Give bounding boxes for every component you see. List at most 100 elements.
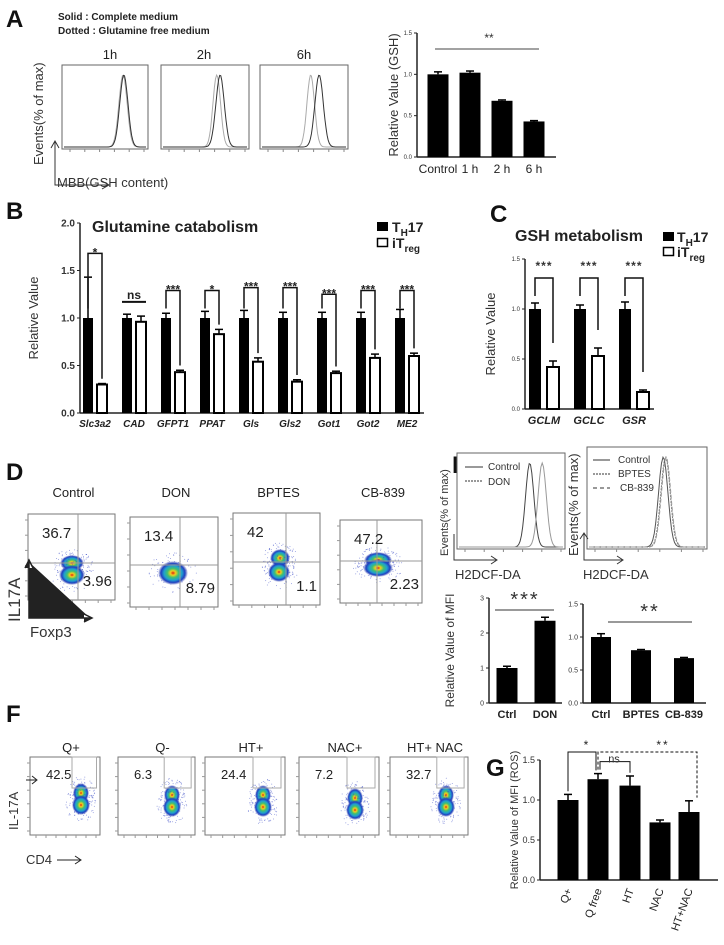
event-dot [85, 554, 87, 556]
event-dot [89, 780, 91, 782]
event-dot [358, 797, 360, 799]
event-dot [349, 786, 351, 788]
event-dot [177, 587, 179, 589]
event-dot [368, 548, 370, 550]
event-dot [85, 558, 87, 560]
event-dot [365, 812, 367, 814]
event-dot [92, 570, 94, 572]
event-dot [449, 783, 451, 785]
event-dot [355, 784, 357, 786]
event-dot [348, 799, 350, 801]
bar-gls-th17 [239, 318, 249, 413]
event-dot [59, 563, 61, 565]
event-dot [69, 813, 71, 815]
x-tick-label: 6 h [526, 162, 543, 176]
bar-cad-itreg [135, 320, 147, 414]
legend-swatch-itreg [376, 237, 389, 248]
event-dot [345, 814, 347, 816]
event-dot [388, 574, 390, 576]
event-dot [364, 575, 366, 577]
event-dot [358, 821, 360, 823]
event-dot [169, 817, 171, 819]
event-dot [94, 792, 96, 794]
event-dot [456, 789, 458, 791]
y-tick-label: 0.0 [404, 155, 413, 161]
event-dot [92, 809, 94, 811]
event-dot [444, 795, 446, 797]
event-dot [182, 803, 184, 805]
d-flow-plots: Control 36.7 3.96 DON 13.4 8.79 BPTES 42 1.1 CB-8… [24, 485, 423, 623]
bar-me2-itreg [408, 355, 420, 414]
event-dot [457, 799, 459, 801]
event-dot [87, 570, 89, 572]
axis-arrows [579, 532, 624, 565]
event-dot [54, 564, 56, 566]
event-dot [275, 810, 277, 812]
event-dot [89, 795, 91, 797]
event-dot [442, 820, 444, 822]
event-dot [160, 811, 162, 813]
event-dot [452, 817, 454, 819]
event-dot [64, 552, 66, 554]
x-tick-label: PPAT [199, 419, 225, 430]
histogram-2h [160, 64, 250, 152]
event-dot [363, 816, 365, 818]
event-dot [179, 782, 181, 784]
curve-complete [163, 74, 247, 148]
event-dot [435, 794, 437, 796]
event-dot [57, 579, 59, 581]
event-dot [271, 813, 273, 815]
event-dot [252, 811, 254, 813]
event-dot [157, 574, 159, 576]
event-dot [80, 790, 82, 792]
event-dot [345, 799, 347, 801]
event-dot [261, 566, 263, 568]
event-dot [74, 781, 76, 783]
event-dot [158, 809, 160, 811]
panel-c: C GSH metabolism TH17 iTreg 0.0 0.5 1.0 1.5… [483, 201, 709, 427]
bar-cad-th17 [122, 318, 132, 413]
bar-me2-th17 [395, 318, 405, 413]
bar-ctrl [496, 668, 518, 703]
event-dot [266, 793, 268, 795]
event-dot [432, 799, 434, 801]
event-dot [253, 795, 255, 797]
event-dot [268, 565, 270, 567]
event-dot [63, 589, 65, 591]
event-dot [57, 558, 59, 560]
event-dot [88, 816, 90, 818]
event-dot [161, 784, 163, 786]
event-dot [290, 549, 292, 551]
event-dot [437, 792, 439, 794]
e-hist1-y-axis-label: Events(% of max) [439, 469, 451, 556]
event-dot [56, 565, 58, 567]
event-dot [399, 556, 401, 558]
event-dot [395, 569, 397, 571]
event-dot [253, 802, 255, 804]
event-dot [445, 777, 447, 779]
event-dot [457, 802, 459, 804]
event-dot [183, 805, 185, 807]
flow-plot-ht-nac: HT+ NAC 32.7 [387, 740, 469, 838]
x-tick-label: NAC [648, 887, 667, 913]
event-dot [62, 561, 64, 563]
density-cluster [268, 562, 290, 582]
event-dot [458, 805, 460, 807]
event-dot [266, 572, 268, 574]
hist-title-1h: 1h [103, 47, 117, 62]
event-dot [352, 793, 354, 795]
event-dot [359, 557, 361, 559]
event-dot [361, 574, 363, 576]
event-dot [379, 549, 381, 551]
event-dot [177, 782, 179, 784]
event-dot [256, 786, 258, 788]
event-dot [359, 573, 361, 575]
event-dot [457, 800, 459, 802]
event-dot [180, 789, 182, 791]
event-dot [61, 551, 63, 553]
event-dot [367, 557, 369, 559]
gate-percentage: 7.2 [315, 767, 333, 782]
legend-itreg-base: iT [677, 244, 690, 260]
event-dot [389, 561, 391, 563]
